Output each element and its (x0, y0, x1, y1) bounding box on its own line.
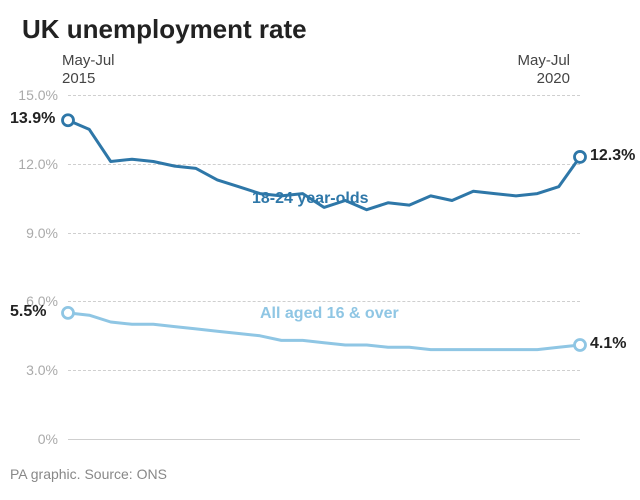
series-b-start-value: 5.5% (10, 303, 46, 321)
x-start-line2: 2015 (62, 70, 95, 87)
series-a-end-value: 12.3% (590, 147, 635, 165)
y-tick-label: 0% (38, 431, 58, 447)
x-start-line1: May-Jul (62, 52, 115, 69)
series-b-end-marker (575, 339, 586, 350)
gridline (68, 439, 580, 440)
x-axis-end-label: May-Jul 2020 (517, 52, 570, 88)
y-tick-label: 3.0% (26, 362, 58, 378)
series-a-end-marker (575, 151, 586, 162)
footer-source: PA graphic. Source: ONS (10, 466, 167, 482)
series-b-start-marker (63, 307, 74, 318)
series-a-start-marker (63, 115, 74, 126)
y-tick-label: 12.0% (18, 156, 58, 172)
chart-svg (68, 95, 580, 439)
y-tick-label: 9.0% (26, 225, 58, 241)
x-end-line2: 2020 (537, 70, 570, 87)
x-end-line1: May-Jul (517, 52, 570, 69)
series-label-a: 18-24 year-olds (252, 190, 369, 208)
series-b-end-value: 4.1% (590, 335, 626, 353)
x-axis-start-label: May-Jul 2015 (62, 52, 115, 88)
series-label-b: All aged 16 & over (260, 305, 399, 323)
plot-area (68, 95, 580, 439)
chart-title: UK unemployment rate (22, 14, 307, 45)
series-a-start-value: 13.9% (10, 110, 55, 128)
y-tick-label: 15.0% (18, 87, 58, 103)
